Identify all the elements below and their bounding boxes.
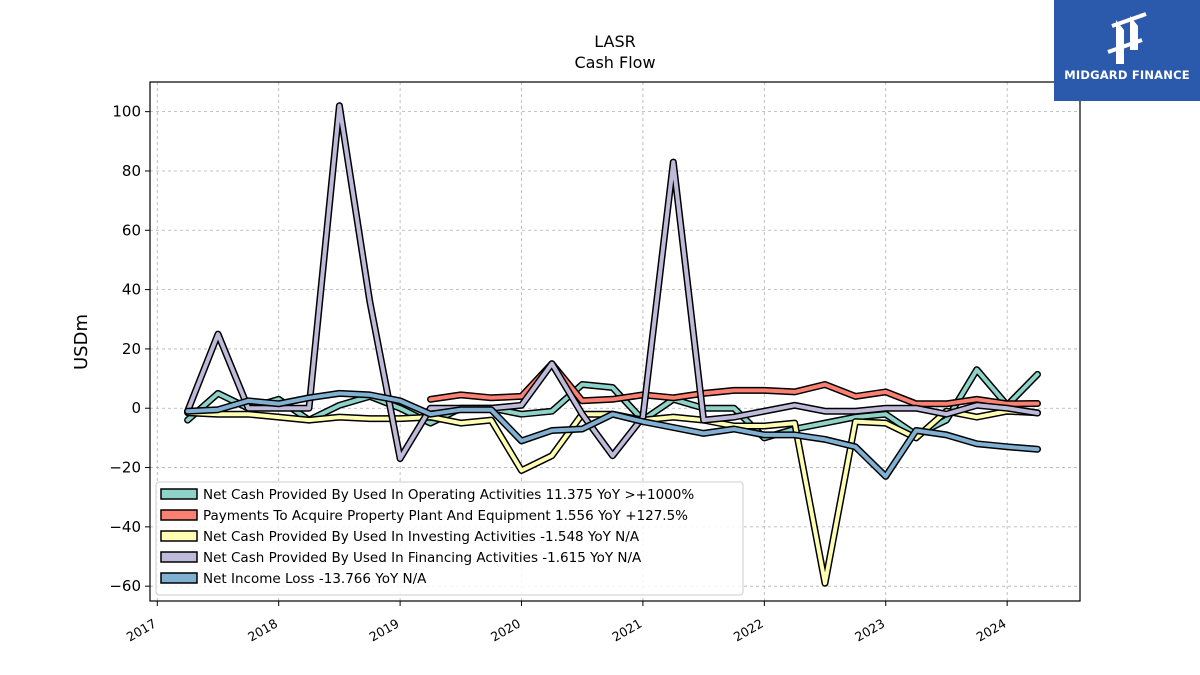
grid [150,82,1080,601]
series-lines [184,102,1041,587]
y-tick-label: 40 [122,281,141,299]
x-tick-label: 2017 [124,616,159,645]
legend-entry: Net Cash Provided By Used In Investing A… [203,529,640,545]
legend-entry: Net Cash Provided By Used In Financing A… [203,550,642,566]
y-tick-label: 100 [112,103,141,121]
x-tick-label: 2023 [852,616,887,645]
legend: Net Cash Provided By Used In Operating A… [155,481,744,596]
chart-title: LASR [594,32,636,51]
brand-logo: MIDGARD FINANCE [1054,0,1200,101]
legend-box [155,481,744,596]
y-tick-label: −60 [109,577,141,595]
x-tick-label: 2021 [609,616,644,645]
legend-swatch [160,488,198,500]
y-tick-label: −40 [109,518,141,536]
x-tick-label: 2024 [974,616,1009,645]
logo-mark-icon [1107,12,1147,64]
x-tick-label: 2019 [367,616,402,645]
y-tick-label: 0 [131,399,141,417]
x-tick-label: 2022 [731,616,766,645]
series-line-4 [185,391,1040,479]
legend-entry: Net Cash Provided By Used In Operating A… [203,487,694,503]
legend-swatch [160,509,198,521]
y-tick-label: −20 [109,459,141,477]
series-line-1 [428,361,1040,406]
chart-subtitle: Cash Flow [574,53,655,72]
y-tick-label: 80 [122,162,141,180]
x-tick-label: 2020 [488,616,523,645]
y-tick-label: 60 [122,221,141,239]
brand-name: MIDGARD FINANCE [1064,68,1190,82]
legend-entry: Payments To Acquire Property Plant And E… [203,508,688,524]
series-line-0 [185,367,1040,440]
x-tick-label: 2018 [245,616,280,645]
legend-swatch [160,551,198,563]
series-outline-3 [184,102,1041,463]
legend-entry: Net Income Loss -13.766 YoY N/A [203,571,427,587]
series-line-3 [185,103,1040,461]
legend-swatch [160,572,198,584]
y-tick-label: 20 [122,340,141,358]
y-axis-label: USDm [71,314,92,370]
plot-frame [149,81,1081,602]
legend-swatch [160,530,198,542]
